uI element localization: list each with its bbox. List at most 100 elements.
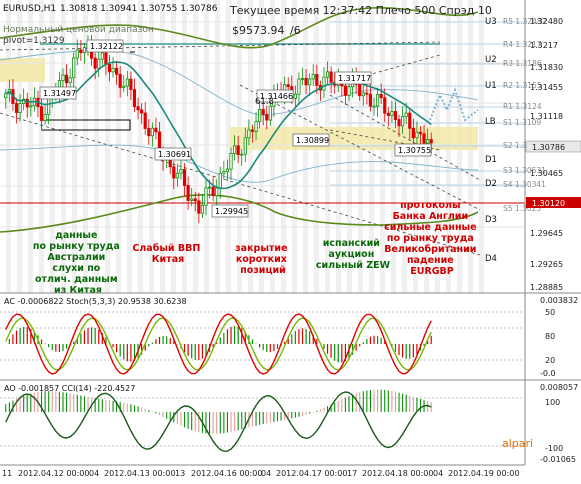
current-price-tag-box — [525, 140, 581, 153]
candle-body — [379, 93, 383, 99]
time-label-2: 04 — [89, 469, 99, 478]
candle-body — [347, 86, 351, 96]
stochastic-signal-line — [5, 317, 432, 371]
candle-body — [243, 137, 247, 155]
candle-body — [268, 105, 272, 121]
candle-body — [418, 131, 423, 135]
session-band — [226, 0, 231, 293]
candle-body — [261, 109, 265, 115]
red-level-tag-box — [526, 197, 581, 208]
candle-body — [300, 78, 305, 80]
candle-body — [250, 129, 255, 132]
session-band — [17, 0, 22, 293]
candle-body — [429, 139, 433, 144]
account-balance: $9573.94 — [232, 24, 285, 37]
candle-body — [107, 63, 112, 73]
candle-body — [75, 49, 79, 59]
candle-body — [343, 85, 348, 96]
time-label-5: 2012.04.16 00:00 — [191, 469, 262, 478]
time-axis: 11 2012.04.12 00:00 04 2012.04.13 00:00 … — [2, 469, 519, 478]
candle-body — [358, 83, 362, 97]
candle-body — [368, 93, 373, 107]
candle-body — [14, 103, 19, 113]
candle-body — [236, 145, 240, 156]
pivot-r2: R2 1.3155 — [503, 81, 542, 90]
session-band — [215, 0, 220, 293]
candle-body — [211, 186, 215, 197]
candle-body — [64, 74, 69, 84]
time-label-6: 04 — [261, 469, 271, 478]
candle-body — [247, 129, 251, 139]
candle-body — [404, 112, 408, 117]
candle-body — [411, 127, 415, 139]
candle-body — [18, 103, 22, 113]
time-label-3: 2012.04.13 00:00 — [104, 469, 175, 478]
candle-body — [140, 109, 144, 114]
price-label-3: 1.31466 — [260, 92, 293, 101]
candle-body — [386, 112, 390, 116]
axis-price-9: 1.29265 — [530, 260, 563, 269]
session-band — [83, 0, 88, 293]
level-d2: D2 — [485, 179, 497, 189]
time-label-10: 04 — [433, 469, 443, 478]
candle-body — [240, 153, 244, 156]
candle-body — [179, 169, 183, 174]
candle-body — [68, 77, 72, 84]
candle-body — [393, 111, 398, 120]
candle-body — [43, 114, 47, 121]
candle-body — [308, 78, 312, 86]
pivot-s1: S1 1.3109 — [503, 118, 541, 127]
current-time-spread: Текущее время 12:37:42 Плечо 500 Спрэд 1… — [229, 4, 492, 17]
candle-body — [129, 78, 133, 90]
symbol-label: EURUSD,H1 — [3, 4, 56, 14]
session-band — [149, 0, 154, 293]
candle-body — [383, 97, 387, 114]
level-d1: D1 — [485, 155, 497, 165]
level-tags: U3 U2 U1 LB D1 D2 D3 D4 — [485, 17, 497, 264]
candle-body — [329, 71, 333, 83]
axis-price-1: 1.3217 — [530, 41, 558, 50]
ao-panel-title: AO -0.001857 CCI(14) -220.4527 — [4, 384, 135, 393]
candle-body — [39, 106, 44, 121]
price-label-5: 1.30691 — [158, 150, 191, 159]
candle-body — [150, 127, 154, 137]
level-u1: U1 — [485, 81, 497, 91]
ac-axis-0: 0.003832 — [540, 296, 578, 305]
channel-label: Нормальный ценовой диапазон — [3, 25, 154, 35]
time-axis-bg — [0, 465, 581, 480]
candle-body — [222, 171, 226, 174]
ao-axis-0: 0.008057 — [540, 383, 578, 392]
balance-extra: /6 — [290, 24, 301, 37]
candle-body — [132, 89, 137, 108]
annotation-short-close: закрытие коротких позиций — [235, 243, 291, 276]
candle-body — [254, 121, 258, 132]
candle-body — [47, 96, 51, 115]
ao-panel-axis: 0.008057 100 -100 -0.01065 — [540, 383, 578, 464]
candle-body — [79, 49, 83, 54]
candle-body — [193, 198, 197, 202]
axis-price-6: 1.30465 — [530, 169, 563, 178]
annotation-china-gdp: Слабый ВВП Китая — [132, 243, 203, 265]
candle-body — [229, 153, 233, 170]
candle-body — [325, 71, 330, 78]
candle-body — [293, 93, 297, 99]
candle-body — [147, 128, 151, 137]
candle-body — [190, 198, 194, 201]
price-label-8: 1.29945 — [215, 207, 248, 216]
candle-body — [375, 93, 380, 107]
current-price-tag: 1.30786 — [532, 143, 565, 152]
time-label-7: 2012.04.17 00:00 — [276, 469, 347, 478]
stochastic-main-line — [5, 313, 432, 375]
support-zone-right — [230, 127, 478, 150]
session-band — [28, 0, 33, 293]
time-label-1: 2012.04.12 00:00 — [18, 469, 89, 478]
candle-body — [200, 204, 205, 214]
time-label-4: 13 — [175, 469, 185, 478]
axis-price-3: 1.31455 — [530, 83, 563, 92]
candle-body — [61, 74, 65, 81]
candle-body — [197, 200, 201, 214]
candle-body — [186, 185, 190, 201]
candle-body — [122, 85, 126, 88]
annotation-spain-zew: испанский аукцион сильный ZEW — [316, 238, 391, 271]
